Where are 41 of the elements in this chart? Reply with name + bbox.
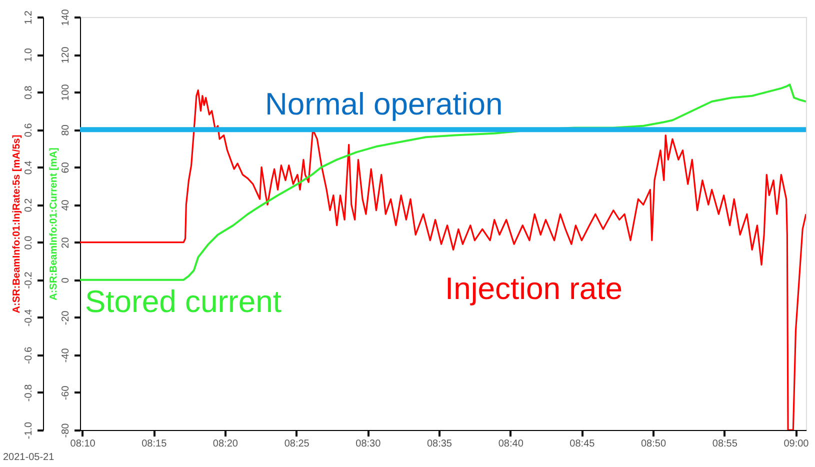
y-tick-label: 0.0 xyxy=(24,235,34,250)
y2-tick-label: 120 xyxy=(60,46,72,64)
y-tick-label: -0.2 xyxy=(24,271,34,289)
y-tick-label: 0.6 xyxy=(24,122,34,138)
y2-tick-label: -20 xyxy=(60,310,72,326)
x-tick-label: 08:10 xyxy=(70,438,96,450)
y2-tick-label: 80 xyxy=(60,124,72,136)
y2-tick-label: 100 xyxy=(60,84,72,101)
y-tick-label: -0.4 xyxy=(24,308,34,326)
x-tick-label: 08:15 xyxy=(142,438,168,450)
y-tick-label: 1.0 xyxy=(24,48,34,62)
y-tick-label: -1.0 xyxy=(24,421,34,440)
series-label: Injection rate xyxy=(445,271,622,306)
x-tick-label: 08:50 xyxy=(640,438,666,450)
y2-tick-label: 140 xyxy=(60,8,72,26)
x-tick-label: 08:20 xyxy=(212,438,238,450)
x-tick-label: 09:00 xyxy=(784,438,810,450)
x-tick-label: 08:25 xyxy=(284,438,310,450)
y2-tick-label: -80 xyxy=(60,422,72,438)
text: 2021-05-21 xyxy=(3,452,55,463)
y2-tick-label: 40 xyxy=(60,199,72,211)
x-tick-label: 08:30 xyxy=(356,438,382,450)
y-tick-label: 0.8 xyxy=(24,85,34,100)
y2-tick-label: 60 xyxy=(60,162,72,174)
x-tick-label: 08:35 xyxy=(426,438,452,450)
y2-tick-label: 20 xyxy=(60,236,72,248)
x-tick-label: 08:45 xyxy=(570,438,596,450)
y-tick-label: 0.2 xyxy=(24,198,34,212)
x-tick-label: 08:40 xyxy=(498,438,524,450)
y-tick-label: -0.8 xyxy=(24,384,34,402)
y2-axis-title: A:SR:BeamInfo:01:Current [mA] xyxy=(48,148,60,300)
y2-tick-label: -60 xyxy=(60,385,72,400)
x-tick-label: 08:55 xyxy=(712,438,738,450)
y-axis-title: A:SR:BeamInfo:01:InjRate:5s [mA/5s] xyxy=(12,134,22,314)
y2-tick-label: -40 xyxy=(60,348,72,363)
y-tick-label: 0.4 xyxy=(24,160,34,175)
ref-line-label: Normal operation xyxy=(265,86,503,122)
y-tick-label: 1.2 xyxy=(24,10,34,24)
y-tick-label: -0.6 xyxy=(24,346,34,364)
y2-tick-label: 0 xyxy=(60,277,72,284)
series-label: Stored current xyxy=(85,284,282,319)
